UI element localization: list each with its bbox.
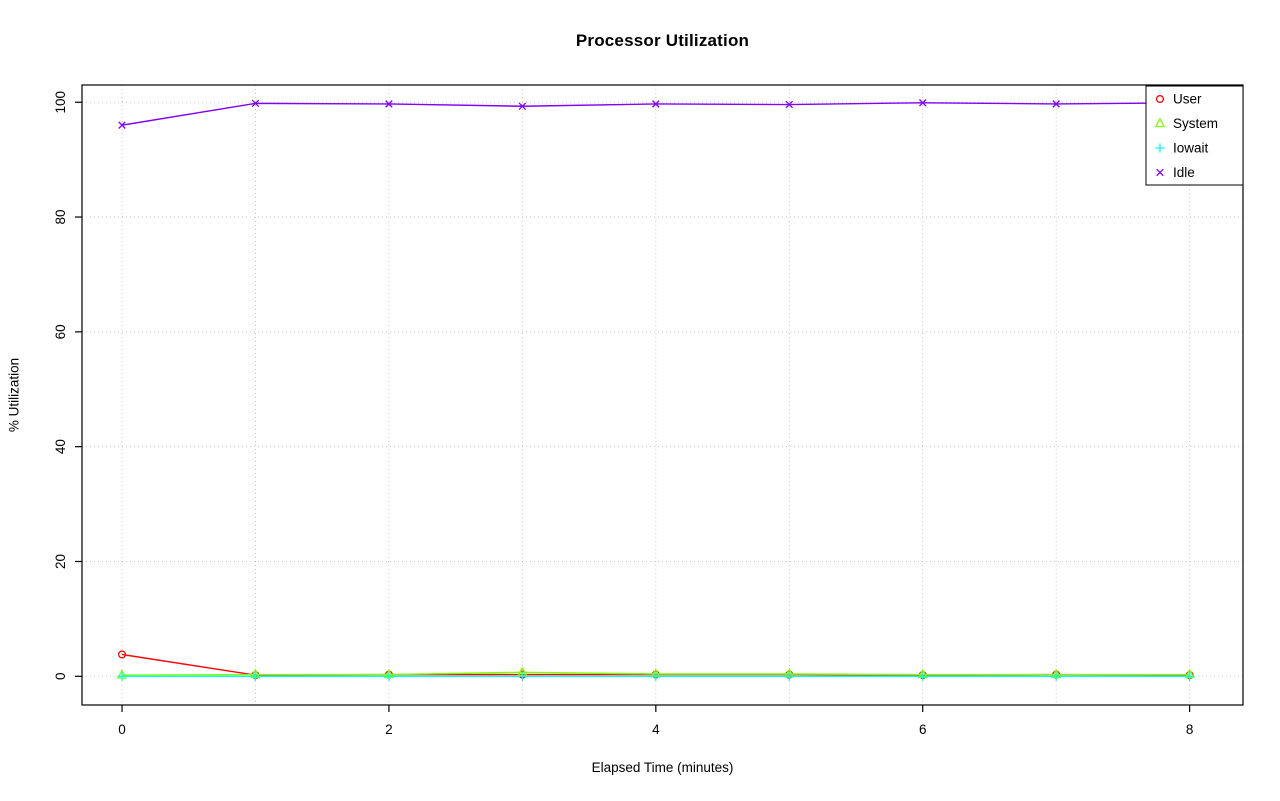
chart-title: Processor Utilization	[575, 31, 750, 50]
legend-label-idle: Idle	[1173, 165, 1195, 180]
legend-marker-iowait	[1155, 143, 1165, 153]
series-marker-idle	[118, 121, 126, 129]
series-marker-iowait	[384, 671, 394, 681]
series-marker-idle	[385, 100, 393, 108]
y-tick-label: 0	[53, 673, 68, 681]
series-marker-iowait	[1051, 671, 1061, 681]
plot-border	[81, 84, 1244, 706]
x-tick-label: 6	[919, 722, 927, 737]
series-marker-iowait	[1185, 671, 1195, 681]
y-tick-label: 40	[53, 439, 68, 454]
series-marker-user	[117, 650, 127, 659]
legend-marker-idle	[1156, 168, 1164, 177]
series-marker-iowait	[651, 671, 661, 681]
legend-label-iowait: Iowait	[1173, 141, 1209, 156]
series-marker-iowait	[250, 671, 261, 681]
series-marker-idle	[251, 99, 260, 108]
y-tick-label: 20	[53, 554, 68, 569]
legend-box	[1145, 85, 1244, 186]
legend-marker-system	[1154, 117, 1166, 128]
series-marker-idle	[785, 100, 794, 109]
x-tick-label: 8	[1186, 722, 1194, 737]
legend-marker-user	[1155, 94, 1165, 104]
series-marker-idle	[1052, 100, 1060, 108]
series-marker-idle	[918, 99, 927, 107]
x-tick-label: 2	[385, 722, 393, 737]
series-marker-iowait	[918, 671, 928, 681]
legend-label-user: User	[1173, 92, 1202, 107]
series-marker-idle	[652, 100, 660, 108]
series-marker-idle	[518, 102, 527, 111]
series-marker-iowait	[784, 671, 794, 681]
y-tick-label: 80	[53, 210, 68, 225]
x-axis-label: Elapsed Time (minutes)	[591, 760, 734, 775]
y-tick-label: 100	[53, 91, 68, 114]
y-tick-label: 60	[53, 324, 68, 339]
x-tick-label: 0	[118, 722, 126, 737]
legend-label-system: System	[1173, 116, 1218, 131]
series-marker-iowait	[117, 671, 127, 681]
x-tick-label: 4	[652, 722, 660, 737]
series-marker-iowait	[517, 671, 527, 681]
